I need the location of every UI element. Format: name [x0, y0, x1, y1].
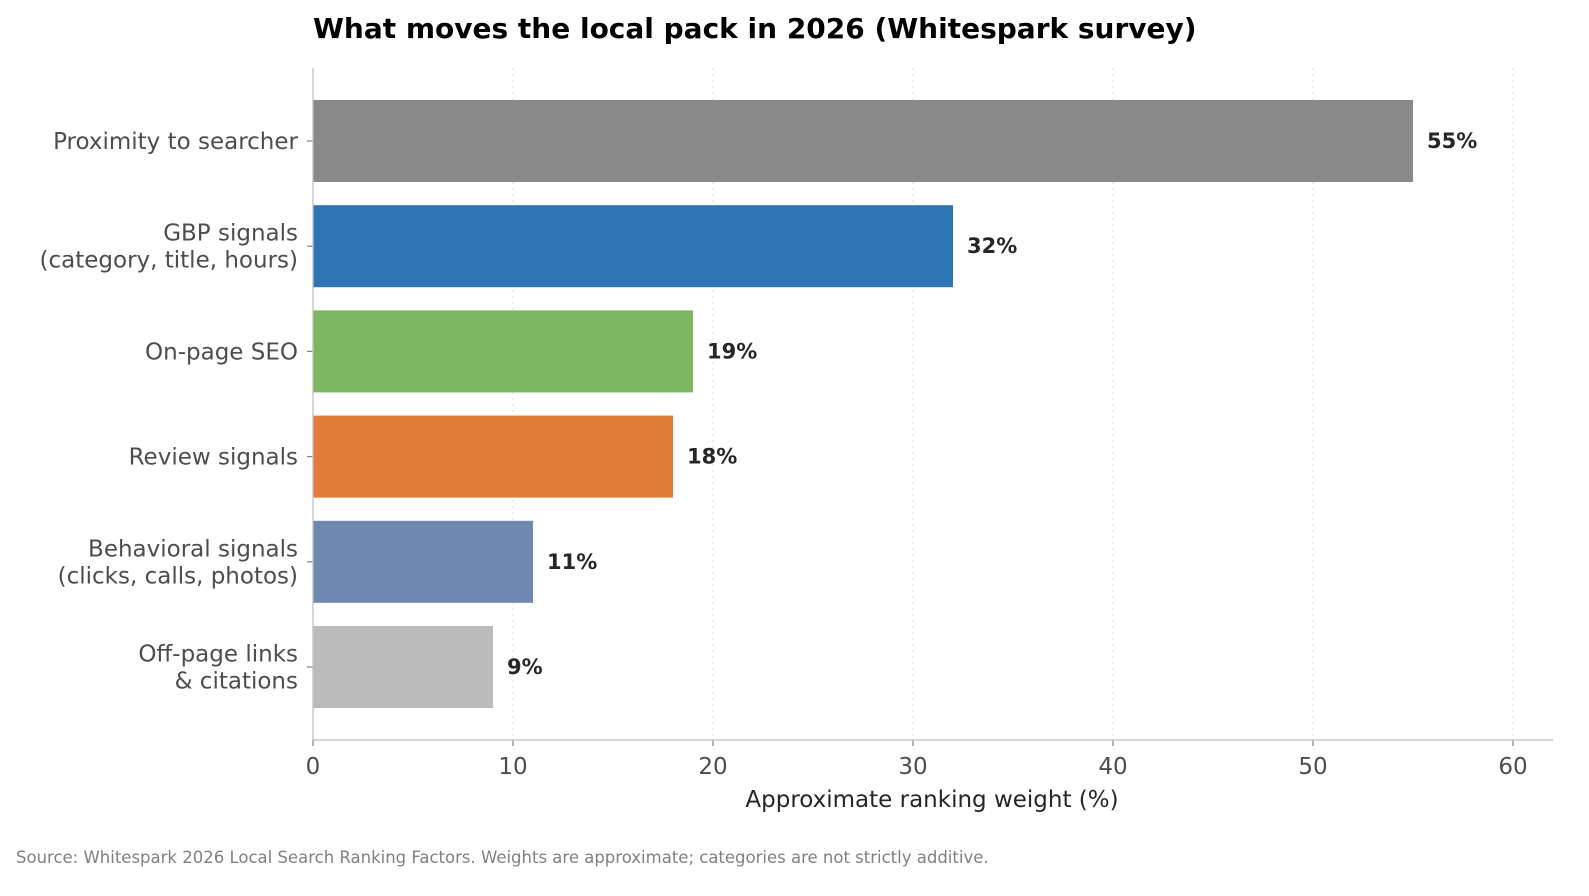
bar-value-label: 19% — [707, 339, 757, 363]
x-gridlines — [512, 68, 1514, 740]
chart-title: What moves the local pack in 2026 (White… — [313, 12, 1197, 45]
x-axis-label: Approximate ranking weight (%) — [745, 787, 1118, 813]
bar — [313, 205, 953, 288]
value-labels: 55% 32% 19% 18% 11% 9% — [507, 129, 1477, 679]
x-tick-label: 40 — [1098, 754, 1127, 780]
x-tick-label: 0 — [306, 754, 321, 780]
bar — [313, 520, 533, 603]
bars — [313, 100, 1413, 708]
category-label: Behavioral signals (clicks, calls, photos… — [58, 536, 298, 589]
category-label: GBP signals (category, title, hours) — [40, 221, 298, 274]
category-label: Proximity to searcher — [53, 129, 298, 155]
bar — [313, 626, 493, 708]
x-tick-label: 10 — [498, 754, 527, 780]
bar — [313, 310, 693, 393]
category-labels: Proximity to searcher GBP signals (categor… — [40, 129, 313, 695]
source-note: Source: Whitespark 2026 Local Search Ran… — [16, 848, 989, 867]
bar-value-label: 11% — [547, 550, 597, 574]
x-tick-label: 30 — [898, 754, 927, 780]
category-label: Off-page links & citations — [138, 642, 298, 695]
x-tick-label: 20 — [698, 754, 727, 780]
x-axis-ticks: 0 10 20 30 40 50 60 — [306, 740, 1528, 780]
bar-value-label: 9% — [507, 655, 543, 679]
x-tick-label: 60 — [1498, 754, 1527, 780]
bar-value-label: 18% — [687, 445, 737, 469]
bar — [313, 100, 1413, 182]
bar-value-label: 55% — [1427, 129, 1477, 153]
bar-value-label: 32% — [967, 234, 1017, 258]
category-label: Review signals — [129, 445, 298, 471]
bar — [313, 415, 673, 498]
x-tick-label: 50 — [1298, 754, 1327, 780]
category-label: On-page SEO — [145, 339, 298, 365]
